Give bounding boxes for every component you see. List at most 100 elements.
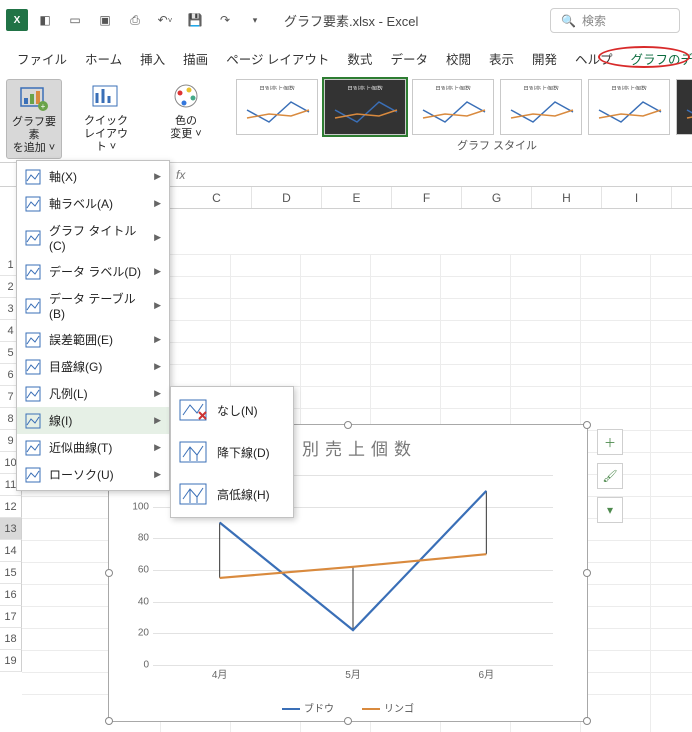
chart-filter-button[interactable]: ▾ [597,497,623,523]
submenu-item-drop[interactable]: 降下線(D) [171,431,293,473]
ribbon-tab-3[interactable]: 描画 [174,44,217,73]
col-header-E[interactable]: E [322,187,392,208]
col-header-C[interactable]: C [182,187,252,208]
data-label-icon [25,264,41,280]
ribbon-tab-0[interactable]: ファイル [8,44,76,73]
col-header-G[interactable]: G [462,187,532,208]
svg-text:+: + [41,102,46,111]
legend-item[interactable]: ブドウ [282,700,334,715]
qat-print-icon[interactable]: ⎙ [122,7,148,33]
ribbon-tab-4[interactable]: ページ レイアウト [217,44,338,73]
ribbon-content: + グラフ要素 を追加 ˅ クイック レイアウト ˅ 色の 変更 ˅ 月別売上個… [0,73,692,163]
menu-item-axis[interactable]: 軸(X) ▶ [17,163,169,190]
submenu-item-hilo[interactable]: 高低線(H) [171,473,293,515]
menu-item-label: 凡例(L) [49,385,88,402]
row-header-19[interactable]: 19 [0,650,22,672]
quick-layout-label: クイック レイアウト ˅ [80,115,132,155]
col-header-F[interactable]: F [392,187,462,208]
submenu-arrow-icon: ▶ [154,266,161,277]
excel-app-icon: X [6,9,28,31]
row-header-16[interactable]: 16 [0,584,22,606]
change-colors-icon [170,81,202,113]
add-chart-element-icon: + [18,82,50,114]
qat-save-icon[interactable]: 💾 [182,7,208,33]
menu-item-label: 軸ラベル(A) [49,195,113,212]
chart-style-thumb-2[interactable]: 月別売上個数 [412,79,494,135]
lines-submenu: なし(N) 降下線(D) 高低線(H) [170,386,294,518]
ribbon-tab-11[interactable]: グラフのデザイン [622,44,692,73]
row-header-15[interactable]: 15 [0,562,22,584]
menu-item-label: データ テーブル(B) [49,290,146,321]
chart-style-thumb-0[interactable]: 月別売上個数 [236,79,318,135]
chart-resize-handle[interactable] [344,421,352,429]
legend-icon [25,386,41,402]
menu-item-label: 線(I) [49,412,72,429]
submenu-item-none[interactable]: なし(N) [171,389,293,431]
axis-label-icon [25,196,41,212]
chart-styles-gallery[interactable]: 月別売上個数 月別売上個数 月別売上個数 月別売上個数 月別売上個数 月別売上個… [232,77,692,137]
qat-open-icon[interactable]: ▣ [92,7,118,33]
col-header-D[interactable]: D [252,187,322,208]
chart-resize-handle[interactable] [344,717,352,725]
menu-item-error-bar[interactable]: 誤差範囲(E) ▶ [17,326,169,353]
chart-plus-button[interactable]: ＋ [597,429,623,455]
menu-item-legend[interactable]: 凡例(L) ▶ [17,380,169,407]
submenu-arrow-icon: ▶ [154,442,161,453]
ribbon-tab-2[interactable]: 挿入 [131,44,174,73]
row-header-12[interactable]: 12 [0,496,22,518]
submenu-item-label: 高低線(H) [217,486,270,503]
ribbon-tab-6[interactable]: データ [381,44,437,73]
col-header-H[interactable]: H [532,187,602,208]
change-colors-button[interactable]: 色の 変更 ˅ [158,79,214,143]
ribbon-tab-8[interactable]: 表示 [480,44,523,73]
qat-more-icon[interactable]: ▾ [242,7,268,33]
chart-legend[interactable]: ブドウ リンゴ [109,700,587,715]
search-box[interactable]: 🔍 検索 [550,8,680,33]
col-header-I[interactable]: I [602,187,672,208]
chart-resize-handle[interactable] [583,717,591,725]
legend-item[interactable]: リンゴ [362,700,414,715]
chart-style-thumb-5[interactable]: 月別売上個数 [676,79,692,135]
ribbon-tab-9[interactable]: 開発 [523,44,566,73]
chart-resize-handle[interactable] [105,569,113,577]
chart-resize-handle[interactable] [583,421,591,429]
chart-style-thumb-3[interactable]: 月別売上個数 [500,79,582,135]
chart-resize-handle[interactable] [105,717,113,725]
submenu-arrow-icon: ▶ [154,388,161,399]
qat-redo-icon[interactable]: ↷ [212,7,238,33]
menu-item-label: 誤差範囲(E) [49,331,113,348]
data-table-icon [25,298,41,314]
chart-brush-button[interactable]: 🖌 [597,463,623,489]
ribbon-tab-5[interactable]: 数式 [338,44,381,73]
menu-item-label: 軸(X) [49,168,77,185]
row-header-13[interactable]: 13 [0,518,22,540]
menu-item-title[interactable]: グラフ タイトル(C) ▶ [17,217,169,258]
chart-style-thumb-1[interactable]: 月別売上個数 [324,79,406,135]
row-header-17[interactable]: 17 [0,606,22,628]
trendline-icon [25,440,41,456]
fx-icon[interactable]: fx [176,168,185,182]
menu-item-gridlines[interactable]: 目盛線(G) ▶ [17,353,169,380]
qat-new-icon[interactable]: ▭ [62,7,88,33]
submenu-arrow-icon: ▶ [154,415,161,426]
menu-item-data-label[interactable]: データ ラベル(D) ▶ [17,258,169,285]
none-icon [179,399,207,421]
add-chart-element-button[interactable]: + グラフ要素 を追加 ˅ [6,79,62,159]
chart-style-thumb-4[interactable]: 月別売上個数 [588,79,670,135]
ribbon-tab-10[interactable]: ヘルプ [566,44,622,73]
ribbon-tab-1[interactable]: ホーム [76,44,131,73]
menu-item-updown[interactable]: ローソク(U) ▶ [17,461,169,488]
submenu-arrow-icon: ▶ [154,198,161,209]
menu-item-axis-label[interactable]: 軸ラベル(A) ▶ [17,190,169,217]
row-header-14[interactable]: 14 [0,540,22,562]
row-header-18[interactable]: 18 [0,628,22,650]
quick-layout-button[interactable]: クイック レイアウト ˅ [78,79,134,157]
menu-item-data-table[interactable]: データ テーブル(B) ▶ [17,285,169,326]
qat-undo-icon[interactable]: ↶˅ [152,7,178,33]
menu-item-trendline[interactable]: 近似曲線(T) ▶ [17,434,169,461]
chart-resize-handle[interactable] [583,569,591,577]
error-bar-icon [25,332,41,348]
qat-autosave-icon[interactable]: ◧ [32,7,58,33]
menu-item-lines[interactable]: 線(I) ▶ [17,407,169,434]
ribbon-tab-7[interactable]: 校閲 [437,44,480,73]
